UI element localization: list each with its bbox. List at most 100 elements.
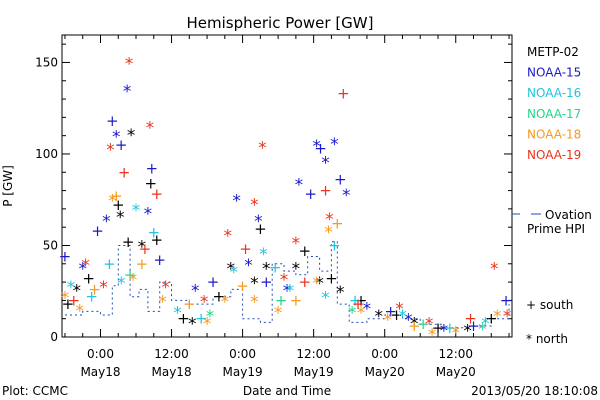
marker-noaa-17: + xyxy=(124,266,137,284)
marker-noaa-15: + xyxy=(91,222,104,240)
x-tick-label-date: May20 xyxy=(436,365,476,379)
marker-noaa-18: * xyxy=(428,325,437,345)
marker-noaa-18: * xyxy=(493,307,502,327)
marker-metp-02: * xyxy=(127,126,136,146)
marker-noaa-18: * xyxy=(324,223,333,243)
x-tick-label-date: May18 xyxy=(152,365,192,379)
marker-noaa-16: + xyxy=(328,236,341,254)
marker-noaa-15: * xyxy=(295,175,304,195)
marker-metp-02: * xyxy=(410,314,419,334)
legend-entry-noaa-17: NOAA-17 xyxy=(527,107,581,121)
marker-noaa-16: * xyxy=(173,303,182,323)
marker-metp-02: + xyxy=(390,306,403,324)
marker-noaa-19: * xyxy=(325,210,334,230)
marker-noaa-19: * xyxy=(395,300,404,320)
y-axis: 0 50 100 150 xyxy=(35,43,512,344)
marker-metp-02: * xyxy=(463,322,472,342)
plot-credit: Plot: CCMC xyxy=(2,384,68,398)
marker-noaa-18: + xyxy=(408,317,421,335)
legend-entry-noaa-16: NOAA-16 xyxy=(527,86,581,100)
marker-metp-02: * xyxy=(292,259,301,279)
marker-metp-02: * xyxy=(138,237,147,257)
x-tick-label-date: May18 xyxy=(80,365,120,379)
marker-noaa-19: * xyxy=(161,278,170,298)
legend: METP-02 NOAA-15 NOAA-16 NOAA-17 NOAA-18 NOAA-… xyxy=(512,45,581,215)
y-tick-label: 0 xyxy=(50,330,58,344)
marker-metp-02: + xyxy=(145,174,158,192)
marker-legend-north: * north xyxy=(526,332,568,346)
marker-metp-02: + xyxy=(177,310,190,328)
marker-noaa-15: * xyxy=(363,300,372,320)
marker-noaa-15: * xyxy=(404,311,413,331)
marker-noaa-16: * xyxy=(259,245,268,265)
marker-noaa-19: * xyxy=(280,270,289,290)
marker-noaa-18: * xyxy=(221,292,230,312)
marker-noaa-16: * xyxy=(67,278,76,298)
y-tick-label: 150 xyxy=(35,55,58,69)
legend-entry-noaa-19: NOAA-19 xyxy=(527,148,581,162)
marker-noaa-15: * xyxy=(440,322,449,342)
marker-metp-02: * xyxy=(73,281,82,301)
marker-noaa-15: + xyxy=(500,291,513,309)
x-tick-label-date: May19 xyxy=(223,365,263,379)
marker-noaa-15: * xyxy=(244,256,253,276)
marker-metp-02: + xyxy=(485,310,498,328)
marker-legend-south: + south xyxy=(526,298,573,312)
marker-noaa-19: * xyxy=(258,139,267,159)
marker-noaa-15: + xyxy=(467,317,480,335)
legend-entry-noaa-18: NOAA-18 xyxy=(527,127,581,141)
ovation-legend-label-2: Prime HPI xyxy=(527,222,585,236)
marker-noaa-18: + xyxy=(290,291,303,309)
x-tick-label-time: 0:00 xyxy=(371,347,398,361)
marker-noaa-19: * xyxy=(81,256,90,276)
marker-noaa-15: * xyxy=(312,137,321,157)
data-marks: +*++*+**+++*+**+* *+* +* +* + * + *++*+*+*+**++… xyxy=(59,54,513,345)
x-tick-label-date: May20 xyxy=(365,365,405,379)
marker-metp-02: + xyxy=(150,231,163,249)
marker-noaa-15: * xyxy=(321,153,330,173)
marker-noaa-16: + xyxy=(103,255,116,273)
marker-noaa-18: * xyxy=(76,302,85,322)
marker-noaa-19: * xyxy=(490,259,499,279)
marker-metp-02: * xyxy=(188,314,197,334)
marker-noaa-17: + xyxy=(417,315,430,333)
ovation-legend-label-1: Ovation xyxy=(545,208,592,222)
marker-noaa-19: + xyxy=(352,295,365,313)
marker-metp-02: + xyxy=(213,288,226,306)
legend-entry-noaa-15: NOAA-15 xyxy=(527,66,581,80)
marker-noaa-19: + xyxy=(239,240,252,258)
marker-noaa-18: + xyxy=(183,295,196,313)
marker-noaa-15: * xyxy=(191,281,200,301)
marker-noaa-16: * xyxy=(117,274,126,294)
marker-metp-02: + xyxy=(355,291,368,309)
marker-noaa-19: + xyxy=(139,240,152,258)
marker-noaa-16: * xyxy=(229,263,238,283)
marker-noaa-18: + xyxy=(331,215,344,233)
marker-noaa-15: * xyxy=(232,192,241,212)
marker-metp-02: + xyxy=(325,269,338,287)
marker-noaa-19: + xyxy=(298,273,311,291)
marker-noaa-16: * xyxy=(286,281,295,301)
marker-noaa-18: * xyxy=(158,292,167,312)
marker-metp-02: + xyxy=(62,295,75,313)
marker-noaa-19: * xyxy=(425,314,434,334)
marker-noaa-18: * xyxy=(61,289,70,309)
marker-metp-02: * xyxy=(250,274,259,294)
marker-noaa-19: + xyxy=(68,291,81,309)
marker-noaa-16: * xyxy=(132,201,141,221)
marker-metp-02: + xyxy=(254,220,267,238)
marker-noaa-15: + xyxy=(106,112,119,130)
x-tick-label-time: 0:00 xyxy=(229,347,256,361)
marker-noaa-15: + xyxy=(334,171,347,189)
marker-noaa-15: * xyxy=(102,212,111,232)
marker-metp-02: * xyxy=(375,307,384,327)
marker-noaa-16: + xyxy=(147,224,160,242)
x-tick-label-time: 12:00 xyxy=(296,347,331,361)
marker-noaa-16: + xyxy=(349,291,362,309)
marker-noaa-19: * xyxy=(106,140,115,160)
marker-metp-02: + xyxy=(432,319,445,337)
marker-noaa-19: + xyxy=(337,85,350,103)
y-tick-label: 50 xyxy=(43,238,58,252)
marker-noaa-16: + xyxy=(444,319,457,337)
marker-noaa-19: * xyxy=(250,195,259,215)
